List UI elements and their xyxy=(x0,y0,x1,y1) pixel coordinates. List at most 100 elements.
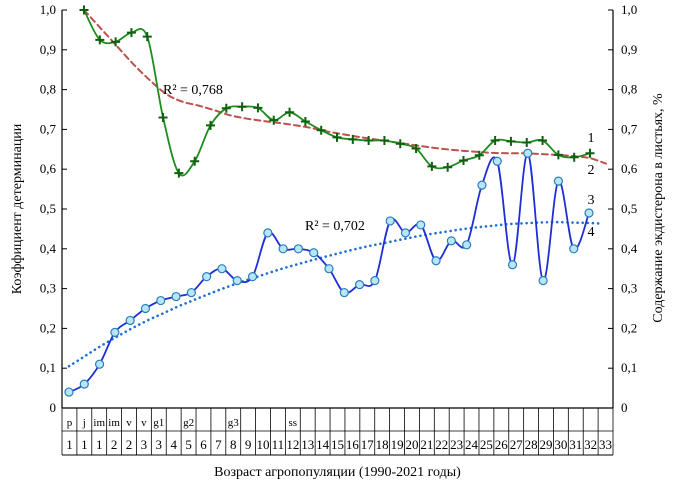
x-tick-label: 1 xyxy=(66,437,73,452)
series-point-1 xyxy=(522,138,532,148)
series-point-3 xyxy=(385,216,395,226)
x-tick-label: 25 xyxy=(480,437,493,452)
y2-tick-label: 0,6 xyxy=(621,161,638,176)
x-tick-label: 13 xyxy=(301,437,314,452)
series-point-3 xyxy=(416,220,426,230)
series-point-3 xyxy=(446,236,456,246)
y-tick-label: 0,3 xyxy=(40,281,56,296)
x-tick-label: 26 xyxy=(495,437,509,452)
x-tick-label: 30 xyxy=(554,437,567,452)
y2-tick-label: 1,0 xyxy=(621,2,637,17)
series-point-1 xyxy=(569,152,579,162)
x-tick-label: 5 xyxy=(185,437,192,452)
y-tick-label: 0,6 xyxy=(40,161,57,176)
series-point-3 xyxy=(492,156,502,166)
x-tick-label: 1 xyxy=(96,437,103,452)
x-tick-label: 22 xyxy=(435,437,448,452)
series-point-3 xyxy=(247,272,258,282)
series-point-3 xyxy=(553,176,564,186)
series-point-3 xyxy=(507,260,518,270)
series-line-1 xyxy=(83,9,591,177)
x-tick-label: 17 xyxy=(361,437,375,452)
series-point-3 xyxy=(569,244,579,254)
x-tick-label: 21 xyxy=(420,437,433,452)
series-point-3 xyxy=(462,240,472,250)
annotation-r2-lower: R² = 0,702 xyxy=(305,219,365,234)
series-point-1 xyxy=(316,125,326,135)
x-tick-label: 9 xyxy=(245,437,252,452)
y-tick-label: 0,2 xyxy=(40,320,56,335)
series-point-3 xyxy=(263,228,273,238)
series-point-1 xyxy=(79,5,89,15)
series-point-1 xyxy=(411,144,421,154)
x-tick-label: 32 xyxy=(584,437,597,452)
series-point-1 xyxy=(221,103,231,113)
series-point-1 xyxy=(300,116,310,126)
series-point-3 xyxy=(94,359,105,369)
series-point-3 xyxy=(232,276,242,286)
series-layer xyxy=(64,5,607,397)
y2-tick-label: 0 xyxy=(621,400,628,415)
x-tick-label: 4 xyxy=(170,437,177,452)
series-point-1 xyxy=(174,168,184,178)
series-line-2 xyxy=(83,9,607,165)
series-point-3 xyxy=(293,244,304,254)
series-label-4: 4 xyxy=(588,225,595,240)
series-point-3 xyxy=(538,276,548,286)
y2-tick-label: 0,9 xyxy=(621,42,637,57)
series-point-3 xyxy=(400,228,411,238)
x-tick-label: 15 xyxy=(331,437,344,452)
y-tick-label: 0,4 xyxy=(40,241,57,256)
x-tick-label: 14 xyxy=(316,437,330,452)
series-point-1 xyxy=(142,32,152,42)
series-point-3 xyxy=(186,287,196,298)
stage-label: j xyxy=(82,417,86,429)
series-point-1 xyxy=(585,148,595,158)
series-line-4 xyxy=(67,220,605,368)
stage-label: im xyxy=(93,417,105,429)
series-label-2: 2 xyxy=(588,163,595,178)
series-point-3 xyxy=(156,295,166,306)
annotation-r2-upper: R² = 0,768 xyxy=(163,83,223,98)
x-tick-label: 3 xyxy=(156,437,163,452)
stage-label: v xyxy=(126,417,132,429)
x-tick-label: 2 xyxy=(111,437,118,452)
series-label-1: 1 xyxy=(588,131,595,146)
series-point-3 xyxy=(140,303,151,314)
series-point-3 xyxy=(110,327,120,337)
x-axis-title: Возраст агропопуляции (1990-2021 годы) xyxy=(214,465,461,480)
y2-tick-label: 0,4 xyxy=(621,241,638,256)
series-point-3 xyxy=(171,291,181,302)
x-tick-label: 23 xyxy=(450,437,463,452)
x-tick-label: 1 xyxy=(81,437,88,452)
x-tick-label: 3 xyxy=(141,437,148,452)
series-point-3 xyxy=(339,287,349,298)
series-point-1 xyxy=(285,107,295,117)
chart-frame xyxy=(61,9,614,456)
x-tick-label: 19 xyxy=(391,437,404,452)
y-tick-label: 1,0 xyxy=(40,2,56,17)
x-tick-label: 7 xyxy=(215,437,222,452)
series-point-1 xyxy=(490,136,500,146)
series-point-1 xyxy=(379,136,389,146)
x-tick-label: 8 xyxy=(230,437,237,452)
series-point-1 xyxy=(237,102,247,112)
x-tick-label: 27 xyxy=(510,437,524,452)
series-point-3 xyxy=(309,248,319,258)
series-point-3 xyxy=(370,276,380,286)
series-point-1 xyxy=(158,112,168,122)
series-point-1 xyxy=(553,150,563,160)
series-point-3 xyxy=(354,280,365,290)
y-tick-label: 0,8 xyxy=(40,82,56,97)
stage-label: g1 xyxy=(153,417,164,429)
x-tick-label: 28 xyxy=(525,437,538,452)
series-point-1 xyxy=(427,161,437,171)
x-tick-label: 16 xyxy=(346,437,360,452)
x-tick-label: 18 xyxy=(376,437,389,452)
y-tick-label: 0 xyxy=(50,400,57,415)
series-point-1 xyxy=(538,136,548,146)
series-point-3 xyxy=(202,272,212,282)
y2-tick-label: 0,7 xyxy=(621,121,638,136)
y2-tick-label: 0,5 xyxy=(621,201,637,216)
